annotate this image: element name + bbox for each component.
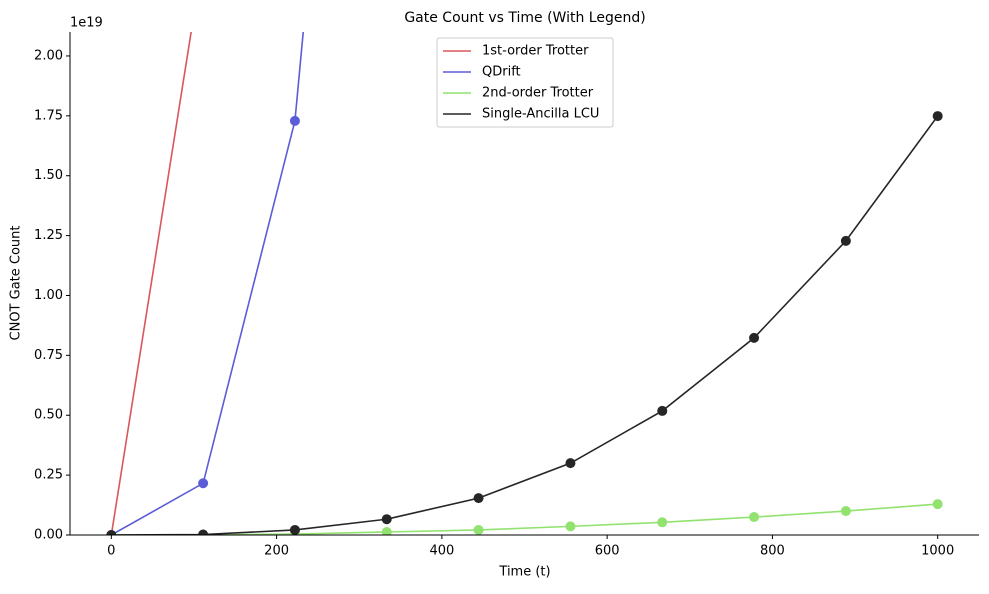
data-point bbox=[749, 332, 760, 343]
legend-label: 1st-order Trotter bbox=[482, 44, 589, 59]
data-point bbox=[657, 405, 668, 416]
legend-box bbox=[436, 37, 614, 128]
y-tick-label: 0.00 bbox=[34, 528, 63, 543]
y-tick-label: 0.75 bbox=[34, 348, 63, 363]
series-line bbox=[110, 32, 305, 535]
data-point bbox=[381, 527, 392, 535]
chart-title: Gate Count vs Time (With Legend) bbox=[404, 10, 645, 26]
y-axis-label: CNOT Gate Count bbox=[9, 226, 24, 341]
data-point bbox=[565, 458, 576, 469]
data-point bbox=[289, 524, 300, 535]
y-tick-label: 1.75 bbox=[34, 108, 63, 123]
data-point bbox=[565, 521, 576, 532]
legend-label: 2nd-order Trotter bbox=[482, 86, 594, 101]
data-point bbox=[473, 524, 484, 535]
data-point bbox=[932, 499, 943, 510]
data-point bbox=[473, 493, 484, 504]
data-point bbox=[289, 115, 300, 126]
series-line bbox=[111, 115, 939, 535]
legend-label: QDrift bbox=[482, 65, 521, 80]
data-point bbox=[657, 517, 668, 528]
x-tick-label: 600 bbox=[595, 544, 620, 559]
data-point bbox=[198, 478, 209, 489]
y-tick-label: 2.00 bbox=[34, 48, 63, 63]
data-point bbox=[932, 111, 943, 122]
y-tick-label: 1.00 bbox=[34, 288, 63, 303]
series-line bbox=[111, 503, 938, 535]
y-tick-label: 1.25 bbox=[34, 228, 63, 243]
y-offset-label: 1e19 bbox=[70, 16, 103, 31]
x-tick-label: 0 bbox=[107, 544, 115, 559]
legend-label: Single-Ancilla LCU bbox=[482, 107, 599, 122]
x-axis-label: Time (t) bbox=[498, 565, 550, 580]
data-point bbox=[198, 529, 209, 535]
data-point bbox=[106, 530, 117, 535]
x-tick-label: 800 bbox=[760, 544, 785, 559]
y-tick-label: 1.50 bbox=[34, 168, 63, 183]
y-tick-label: 0.50 bbox=[34, 408, 63, 423]
data-point bbox=[749, 512, 760, 523]
data-point bbox=[840, 235, 851, 246]
data-point bbox=[840, 506, 851, 517]
y-tick-label: 0.25 bbox=[34, 468, 63, 483]
x-tick-label: 1000 bbox=[921, 544, 954, 559]
plot-area bbox=[106, 32, 943, 535]
data-point bbox=[381, 514, 392, 525]
x-tick-label: 400 bbox=[429, 544, 454, 559]
x-tick-label: 200 bbox=[264, 544, 289, 559]
